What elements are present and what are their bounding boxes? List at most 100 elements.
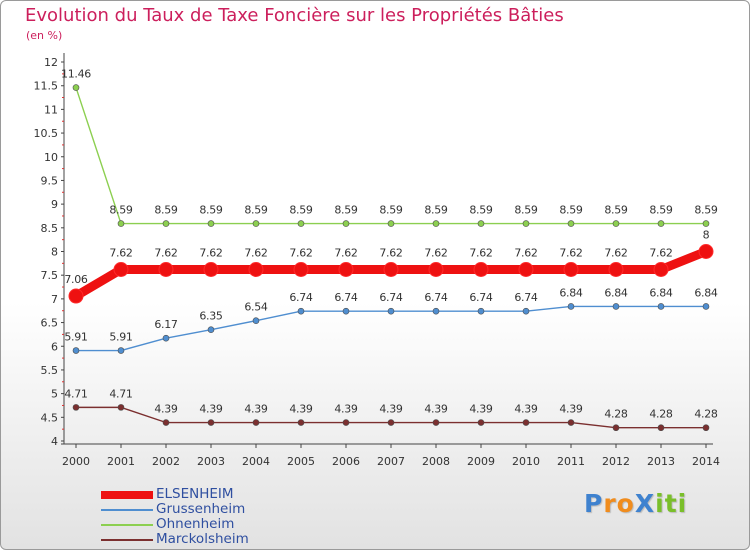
data-point-grussenheim	[387, 307, 395, 315]
data-label-ohnenheim: 8.59	[289, 204, 313, 217]
data-label-grussenheim: 6.74	[379, 291, 403, 304]
data-point-elsenheim	[203, 262, 219, 278]
legend-label: Marckolsheim	[156, 531, 249, 547]
data-point-marckolsheim	[162, 419, 170, 426]
legend-swatch	[101, 491, 153, 499]
data-label-grussenheim: 6.84	[559, 286, 583, 299]
y-tick-label: 8	[51, 246, 58, 259]
data-label-marckolsheim: 4.71	[109, 387, 132, 400]
data-label-grussenheim: 6.74	[424, 291, 448, 304]
data-point-ohnenheim	[207, 220, 215, 227]
data-label-ohnenheim: 8.59	[199, 204, 223, 217]
legend-swatch	[101, 509, 153, 511]
legend-label: ELSENHEIM	[156, 486, 234, 502]
data-point-ohnenheim	[72, 84, 80, 91]
data-point-marckolsheim	[567, 419, 575, 426]
y-tick-label: 5	[51, 388, 58, 401]
data-point-ohnenheim	[432, 220, 440, 227]
legend-label: Grussenheim	[156, 501, 246, 517]
series-ohnenheim: 11.46 8.59 8.59 8.59 8.59 8.59 8.59 8.59 8.59 8.5…	[61, 68, 718, 227]
data-label-ohnenheim: 8.59	[649, 204, 673, 217]
data-label-elsenheim: 7.62	[244, 247, 267, 260]
data-label-elsenheim: 7.62	[604, 247, 627, 260]
data-label-marckolsheim: 4.39	[199, 403, 223, 416]
legend-swatch	[101, 524, 153, 526]
data-label-elsenheim: 7.62	[559, 247, 582, 260]
data-point-ohnenheim	[567, 220, 575, 227]
x-tick-label: 2006	[332, 455, 360, 468]
y-tick-label: 10	[44, 151, 58, 164]
data-label-elsenheim: 8	[703, 229, 710, 242]
data-label-ohnenheim: 11.46	[61, 68, 91, 81]
data-point-elsenheim	[518, 262, 534, 278]
legend-label: Ohnenheim	[156, 516, 235, 532]
data-label-elsenheim: 7.62	[379, 247, 402, 260]
data-label-elsenheim: 7.62	[424, 247, 447, 260]
data-point-grussenheim	[162, 334, 170, 342]
data-label-elsenheim: 7.62	[649, 247, 672, 260]
y-tick-label: 12	[44, 56, 58, 69]
data-label-ohnenheim: 8.59	[244, 204, 268, 217]
data-point-grussenheim	[567, 303, 575, 310]
data-point-elsenheim	[68, 288, 84, 304]
data-label-marckolsheim: 4.39	[469, 403, 493, 416]
x-tick-label: 2014	[692, 455, 720, 468]
data-point-grussenheim	[117, 347, 125, 354]
data-label-marckolsheim: 4.28	[649, 408, 673, 421]
x-tick-label: 2009	[467, 455, 495, 468]
y-tick-label: 11.5	[34, 80, 59, 93]
x-tick-label: 2011	[557, 455, 585, 468]
data-label-ohnenheim: 8.59	[604, 204, 628, 217]
data-point-ohnenheim	[297, 220, 305, 227]
data-point-marckolsheim	[252, 419, 260, 426]
data-point-elsenheim	[113, 262, 129, 278]
data-label-grussenheim: 6.74	[334, 291, 358, 304]
data-point-marckolsheim	[72, 404, 80, 411]
x-tick-label: 2001	[107, 455, 135, 468]
data-point-elsenheim	[698, 244, 714, 259]
x-tick-label: 2000	[62, 455, 90, 468]
data-label-grussenheim: 5.91	[109, 331, 132, 344]
data-point-grussenheim	[72, 347, 80, 354]
data-point-marckolsheim	[342, 419, 350, 426]
y-tick-label: 9.5	[41, 174, 59, 187]
chart-title: Evolution du Taux de Taxe Foncière sur l…	[25, 5, 564, 26]
x-tick-label: 2008	[422, 455, 450, 468]
data-point-ohnenheim	[162, 220, 170, 227]
data-label-ohnenheim: 8.59	[109, 204, 133, 217]
data-point-elsenheim	[608, 262, 624, 278]
data-point-grussenheim	[702, 303, 710, 310]
data-point-elsenheim	[473, 262, 489, 278]
data-point-ohnenheim	[702, 220, 710, 227]
series-elsenheim: 7.06 7.62 7.62 7.62 7.62 7.62 7.62 7.62 7.62 7.62…	[64, 229, 714, 304]
y-tick-label: 5.5	[41, 364, 59, 377]
data-point-grussenheim	[657, 303, 665, 310]
logo-letter: t	[664, 489, 678, 518]
data-label-elsenheim: 7.62	[109, 247, 132, 260]
data-label-grussenheim: 6.84	[694, 286, 718, 299]
logo-letter: P	[584, 489, 604, 518]
data-point-marckolsheim	[522, 419, 530, 426]
x-tick-label: 2007	[377, 455, 405, 468]
data-point-grussenheim	[252, 317, 260, 324]
data-point-elsenheim	[563, 262, 579, 278]
y-tick-label: 6.5	[41, 317, 59, 330]
data-label-grussenheim: 6.54	[244, 301, 268, 314]
proxiti-logo: ProXiti	[584, 489, 687, 518]
data-point-marckolsheim	[207, 419, 215, 426]
x-tick-label: 2005	[287, 455, 315, 468]
y-tick-label: 9	[51, 198, 58, 211]
data-label-marckolsheim: 4.39	[559, 403, 583, 416]
data-label-grussenheim: 6.74	[514, 291, 538, 304]
data-point-ohnenheim	[522, 220, 530, 227]
legend-swatch	[101, 539, 153, 541]
y-tick-label: 7	[51, 293, 58, 306]
data-point-elsenheim	[248, 262, 264, 278]
data-point-grussenheim	[432, 307, 440, 315]
data-point-marckolsheim	[432, 419, 440, 426]
x-tick-label: 2003	[197, 455, 225, 468]
data-label-marckolsheim: 4.39	[334, 403, 358, 416]
x-tick-label: 2010	[512, 455, 540, 468]
data-label-marckolsheim: 4.28	[694, 408, 718, 421]
data-point-ohnenheim	[477, 220, 485, 227]
